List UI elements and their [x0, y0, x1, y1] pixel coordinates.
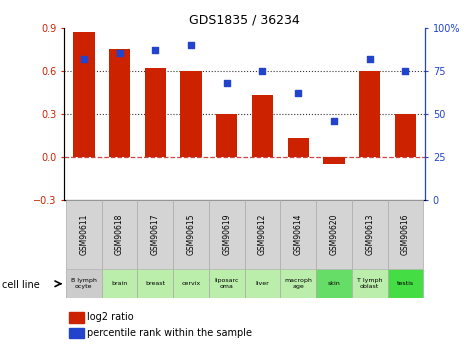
Title: GDS1835 / 36234: GDS1835 / 36234 [189, 13, 300, 27]
Point [80, 56, 87, 61]
Bar [69, 312, 84, 323]
Text: GSM90618: GSM90618 [115, 214, 124, 255]
Point [294, 90, 302, 96]
Text: testis: testis [397, 281, 414, 286]
Text: liposarc
oma: liposarc oma [215, 278, 239, 289]
Bar [316, 269, 352, 298]
Text: GSM90617: GSM90617 [151, 214, 160, 255]
Text: log2 ratio: log2 ratio [87, 313, 134, 322]
Bar [173, 269, 209, 298]
Text: brain: brain [112, 281, 128, 286]
Text: macroph
age: macroph age [285, 278, 312, 289]
Bar [216, 114, 238, 157]
Bar [287, 138, 309, 157]
Bar [137, 200, 173, 269]
Bar [66, 269, 102, 298]
Text: GSM90611: GSM90611 [79, 214, 88, 255]
Bar [388, 269, 423, 298]
Point [366, 56, 373, 61]
Bar [316, 200, 352, 269]
Point [259, 68, 266, 73]
Bar [352, 200, 388, 269]
Bar [137, 269, 173, 298]
Bar [245, 200, 280, 269]
Bar [352, 269, 388, 298]
Point [187, 42, 195, 48]
Bar [109, 49, 130, 157]
Bar [245, 269, 280, 298]
Text: skin: skin [328, 281, 341, 286]
Bar [102, 200, 137, 269]
Bar [209, 269, 245, 298]
Bar [280, 200, 316, 269]
Text: GSM90616: GSM90616 [401, 214, 410, 255]
Bar [66, 200, 102, 269]
Text: breast: breast [145, 281, 165, 286]
Bar [102, 269, 137, 298]
Bar [388, 200, 423, 269]
Bar [359, 71, 380, 157]
Text: cell line: cell line [2, 280, 40, 289]
Text: GSM90614: GSM90614 [294, 214, 303, 255]
Bar [73, 32, 95, 157]
Bar [323, 157, 345, 164]
Text: B lymph
ocyte: B lymph ocyte [71, 278, 97, 289]
Bar [209, 200, 245, 269]
Text: GSM90620: GSM90620 [330, 214, 339, 255]
Text: GSM90619: GSM90619 [222, 214, 231, 255]
Bar [280, 269, 316, 298]
Text: cervix: cervix [181, 281, 200, 286]
Point [116, 51, 124, 56]
Bar [144, 68, 166, 157]
Text: liver: liver [256, 281, 269, 286]
Point [223, 80, 230, 86]
Point [402, 68, 409, 73]
Text: GSM90615: GSM90615 [187, 214, 196, 255]
Text: GSM90613: GSM90613 [365, 214, 374, 255]
Text: percentile rank within the sample: percentile rank within the sample [87, 328, 252, 338]
Bar [180, 71, 202, 157]
Point [152, 47, 159, 53]
Bar [69, 328, 84, 338]
Point [330, 118, 338, 124]
Text: T lymph
oblast: T lymph oblast [357, 278, 382, 289]
Bar [173, 200, 209, 269]
Bar [252, 95, 273, 157]
Text: GSM90612: GSM90612 [258, 214, 267, 255]
Bar [395, 114, 416, 157]
